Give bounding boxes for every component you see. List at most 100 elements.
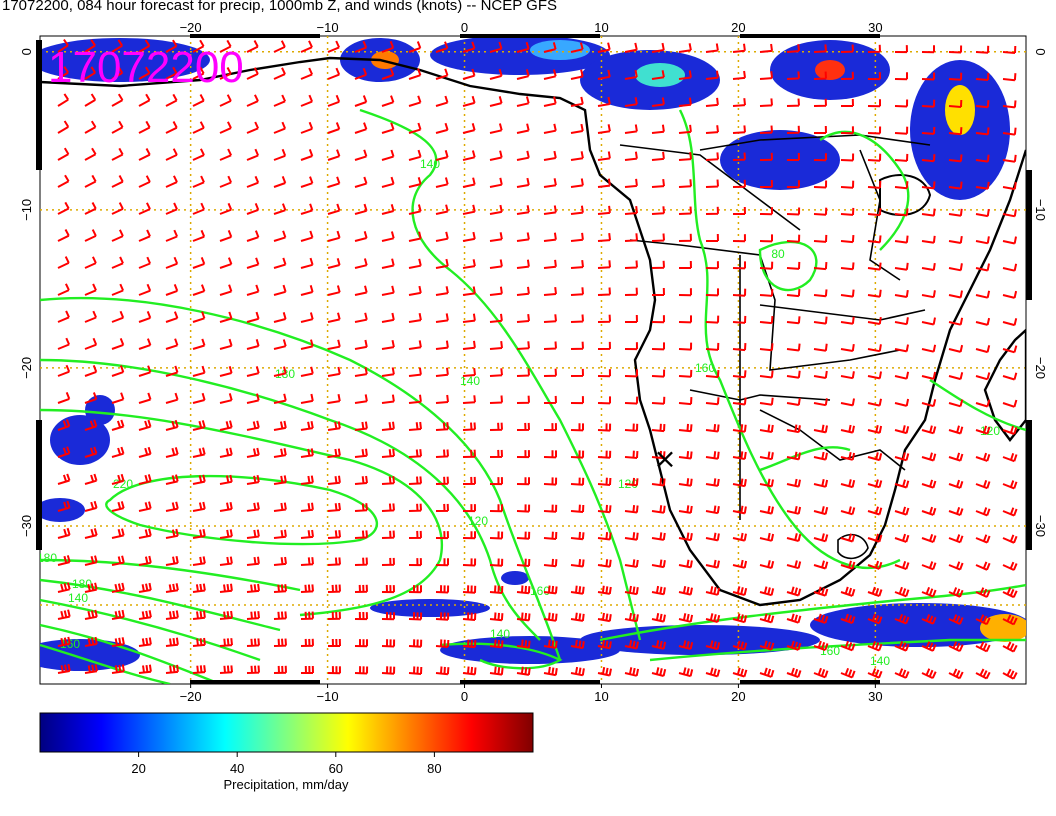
wind-barb — [732, 343, 747, 352]
axis-bar — [36, 40, 42, 170]
border-line — [619, 144, 801, 231]
wind-barb — [813, 98, 827, 107]
wind-barb — [381, 557, 395, 566]
wind-barb — [327, 502, 341, 512]
wind-barb — [462, 666, 477, 676]
wind-barb — [300, 257, 314, 269]
wind-barb — [597, 504, 612, 514]
wind-barb — [300, 584, 314, 593]
wind-barb — [462, 177, 476, 188]
wind-barb — [975, 641, 991, 653]
wind-barb — [219, 121, 232, 134]
wind-barb — [975, 100, 990, 109]
wind-barb — [813, 560, 829, 570]
wind-barb — [543, 531, 558, 540]
wind-barb — [786, 478, 801, 488]
wind-barb — [354, 367, 368, 377]
wind-barb — [192, 420, 206, 431]
wind-barb — [516, 477, 530, 486]
wind-barb — [408, 367, 422, 377]
wind-barb — [381, 367, 395, 377]
wind-barb — [1002, 345, 1018, 354]
wind-barb — [111, 473, 125, 485]
wind-barb — [246, 94, 259, 107]
wind-barb — [624, 124, 638, 134]
wind-barb — [570, 558, 585, 568]
wind-barb — [57, 66, 69, 80]
wind-barb — [435, 340, 449, 350]
wind-barb — [138, 283, 152, 296]
wind-barb — [786, 261, 801, 270]
wind-barb — [786, 316, 801, 325]
contour-line — [40, 296, 562, 661]
wind-barb — [354, 584, 368, 593]
wind-barb — [1002, 263, 1018, 272]
wind-barb — [192, 365, 206, 377]
wind-barb — [84, 337, 98, 350]
wind-barb — [705, 424, 720, 433]
lat-tick-label-right: −30 — [1033, 515, 1048, 537]
wind-barb — [921, 371, 937, 380]
wind-barb — [219, 420, 233, 431]
wind-barb — [732, 288, 747, 297]
wind-barb — [165, 202, 178, 215]
wind-barb — [732, 70, 746, 80]
wind-barb — [84, 66, 97, 80]
wind-barb — [732, 43, 746, 53]
wind-barb — [759, 316, 774, 325]
wind-barb — [84, 446, 98, 458]
wind-barb — [948, 506, 964, 517]
wind-barb — [543, 477, 558, 486]
wind-barb — [381, 394, 395, 404]
wind-barb — [192, 501, 206, 512]
wind-barb — [246, 284, 260, 296]
wind-barb — [462, 639, 477, 649]
wind-barb — [192, 338, 206, 350]
wind-barb — [921, 45, 935, 54]
wind-barb — [354, 67, 368, 80]
wind-barb — [705, 586, 721, 596]
wind-barb — [273, 502, 287, 512]
wind-barb — [489, 558, 504, 567]
wind-barb — [246, 502, 260, 512]
wind-barb — [651, 559, 666, 569]
contour-line — [439, 642, 563, 670]
wind-barb — [300, 475, 314, 485]
wind-barb — [246, 611, 260, 620]
wind-barb — [894, 72, 908, 81]
wind-barb — [489, 286, 503, 296]
contour-label: 160 — [820, 644, 840, 658]
wind-barb — [273, 257, 287, 269]
wind-barb — [354, 312, 368, 323]
wind-barb — [489, 395, 503, 404]
wind-barb — [408, 585, 422, 594]
wind-barb — [813, 451, 828, 461]
colorbar-label: Precipitation, mm/day — [224, 777, 349, 792]
wind-barb — [1002, 236, 1017, 245]
wind-barb — [462, 286, 476, 296]
wind-barb — [894, 289, 909, 298]
wind-barb — [759, 640, 775, 651]
border-line — [699, 134, 931, 151]
wind-barb — [678, 97, 692, 107]
precip-area — [40, 38, 210, 82]
wind-barb — [462, 422, 476, 431]
wind-barb — [759, 586, 775, 597]
wind-barb — [84, 229, 97, 242]
wind-barb — [813, 234, 828, 243]
wind-barb — [246, 121, 260, 134]
precipitation-layer — [40, 36, 1026, 671]
wind-barb — [760, 179, 773, 188]
wind-barb — [327, 475, 341, 485]
wind-barb — [921, 399, 937, 408]
wind-barb — [246, 529, 260, 539]
wind-barb — [354, 122, 368, 134]
wind-barb — [867, 398, 882, 407]
wind-barb — [327, 258, 341, 269]
wind-barb — [408, 231, 422, 242]
wind-barb — [705, 315, 720, 324]
wind-barb — [1002, 587, 1018, 599]
wind-barb — [841, 98, 854, 107]
wind-barb — [597, 396, 611, 405]
wind-barb — [301, 665, 314, 674]
